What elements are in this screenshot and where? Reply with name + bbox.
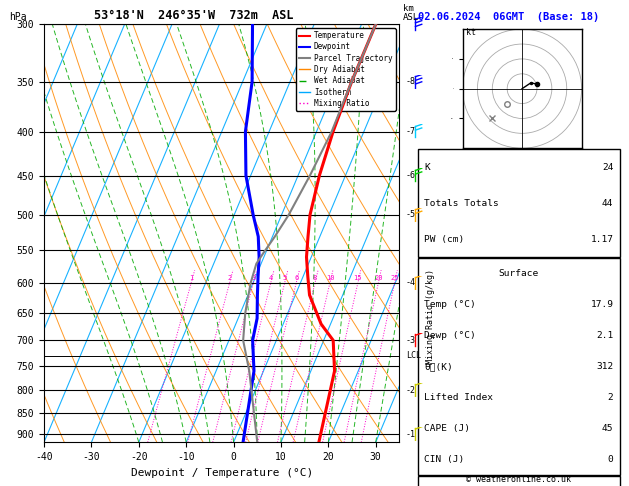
Text: 2.1: 2.1 — [596, 331, 613, 340]
Text: 02.06.2024  06GMT  (Base: 18): 02.06.2024 06GMT (Base: 18) — [418, 12, 599, 22]
Text: -1: -1 — [406, 430, 416, 438]
Text: 6: 6 — [294, 276, 298, 281]
Text: Totals Totals: Totals Totals — [425, 199, 499, 208]
Text: 20: 20 — [374, 276, 382, 281]
Text: Mixing Ratio (g/kg): Mixing Ratio (g/kg) — [426, 269, 435, 364]
Text: 2: 2 — [608, 393, 613, 402]
Text: 45: 45 — [602, 424, 613, 433]
Text: 24: 24 — [602, 163, 613, 172]
Text: -8: -8 — [406, 77, 416, 87]
Text: hPa: hPa — [9, 12, 27, 22]
Text: CAPE (J): CAPE (J) — [425, 424, 470, 433]
Text: 25: 25 — [391, 276, 399, 281]
Text: 312: 312 — [596, 362, 613, 371]
Text: Lifted Index: Lifted Index — [425, 393, 493, 402]
Text: © weatheronline.co.uk: © weatheronline.co.uk — [467, 474, 571, 484]
Text: 53°18'N  246°35'W  732m  ASL: 53°18'N 246°35'W 732m ASL — [94, 9, 294, 22]
Text: 8: 8 — [313, 276, 317, 281]
Text: 44: 44 — [602, 199, 613, 208]
Text: -3: -3 — [406, 336, 416, 345]
Text: 15: 15 — [353, 276, 362, 281]
Text: -4: -4 — [406, 278, 416, 287]
Text: θᴇ(K): θᴇ(K) — [425, 362, 453, 371]
Text: km
ASL: km ASL — [403, 4, 419, 22]
Text: LCL: LCL — [406, 351, 421, 361]
Text: PW (cm): PW (cm) — [425, 235, 465, 243]
Text: 2: 2 — [228, 276, 231, 281]
Text: CIN (J): CIN (J) — [425, 455, 465, 464]
Text: 1.17: 1.17 — [591, 235, 613, 243]
Text: Temp (°C): Temp (°C) — [425, 300, 476, 309]
Legend: Temperature, Dewpoint, Parcel Trajectory, Dry Adiabat, Wet Adiabat, Isotherm, Mi: Temperature, Dewpoint, Parcel Trajectory… — [296, 28, 396, 111]
Text: 3: 3 — [251, 276, 255, 281]
Text: kt: kt — [465, 28, 476, 37]
X-axis label: Dewpoint / Temperature (°C): Dewpoint / Temperature (°C) — [131, 468, 313, 478]
Text: K: K — [425, 163, 430, 172]
Text: 17.9: 17.9 — [591, 300, 613, 309]
Text: -7: -7 — [406, 127, 416, 136]
Text: 1: 1 — [189, 276, 193, 281]
Text: 4: 4 — [269, 276, 273, 281]
Text: -5: -5 — [406, 210, 416, 219]
Text: 0: 0 — [608, 455, 613, 464]
Text: -2: -2 — [406, 385, 416, 395]
Text: -6: -6 — [406, 171, 416, 180]
Text: Dewp (°C): Dewp (°C) — [425, 331, 476, 340]
Text: 5: 5 — [282, 276, 287, 281]
Text: Surface: Surface — [499, 269, 539, 278]
Text: 10: 10 — [326, 276, 334, 281]
